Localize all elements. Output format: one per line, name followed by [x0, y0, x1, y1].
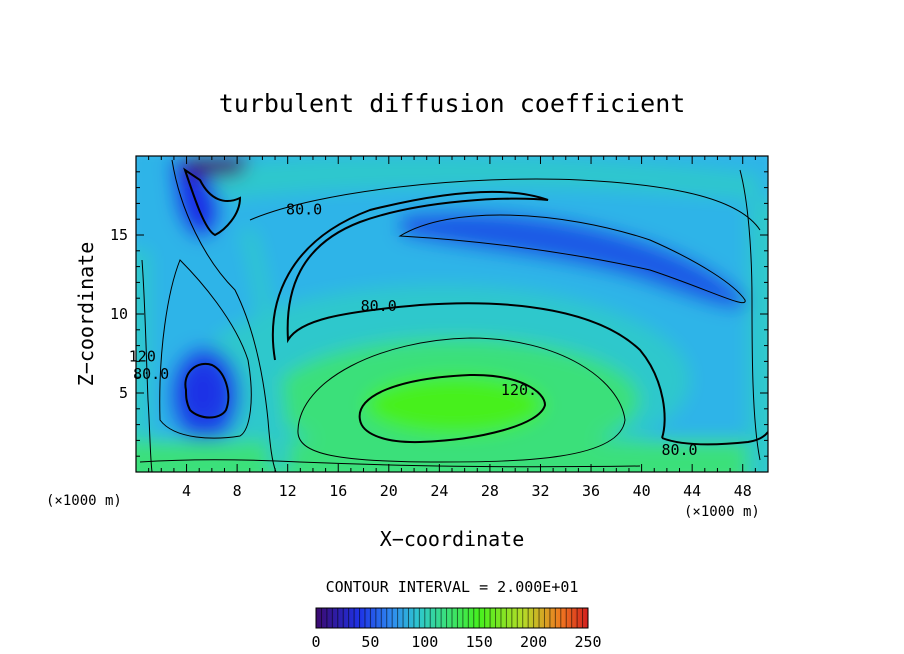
contour-lines: [139, 159, 768, 472]
colorbar-stripes: [320, 608, 584, 628]
y-axis-label: Z−coordinate: [74, 242, 98, 387]
contour-80-lower-right: [661, 431, 768, 446]
colorbar-ticks: 0 50 100 150 200 250: [311, 633, 601, 651]
colorbar-tick-label: 250: [574, 633, 601, 651]
contour-120-center: [358, 373, 547, 444]
x-tick-label: 32: [531, 482, 549, 500]
x-tick-label: 20: [380, 482, 398, 500]
contour-left-band: [171, 159, 277, 472]
y-tick-label: 10: [110, 305, 128, 323]
chart-title: turbulent diffusion coefficient: [219, 89, 686, 118]
contour-bottom: [139, 459, 641, 468]
contour-left-streak: [183, 167, 242, 237]
contour-label: 80.0: [286, 201, 322, 219]
x-axis-unit: (×1000 m): [684, 504, 760, 520]
contour-upper-right-lobe: [398, 214, 746, 304]
x-tick-label: 44: [683, 482, 701, 500]
colorbar-tick-label: 100: [411, 633, 438, 651]
colorbar-tick-label: 0: [311, 633, 320, 651]
contour-label: 120.: [501, 381, 537, 399]
colorbar-tick-label: 200: [520, 633, 547, 651]
contour-label: 120: [129, 348, 156, 366]
colorbar-tick-label: 50: [361, 633, 379, 651]
contour-60-upper: [249, 178, 761, 231]
y-tick-label: 5: [119, 384, 128, 402]
contour-right-edge: [739, 169, 761, 461]
contour-80-main: [271, 190, 666, 439]
colorbar-tick-label: 150: [466, 633, 493, 651]
x-tick-label: 16: [329, 482, 347, 500]
x-tick-label: 24: [430, 482, 448, 500]
y-axis: 5 10 15: [110, 171, 768, 457]
contour-label: 80.0: [361, 297, 397, 315]
x-axis-label: X−coordinate: [380, 527, 525, 551]
contour-100-center: [297, 337, 626, 463]
y-tick-label: 15: [110, 226, 128, 244]
x-tick-label: 12: [279, 482, 297, 500]
x-tick-label: 48: [734, 482, 752, 500]
diffusion-field: [136, 156, 768, 472]
x-tick-label: 8: [233, 482, 242, 500]
x-tick-label: 4: [182, 482, 191, 500]
colorbar: 0 50 100 150 200 250: [311, 607, 602, 651]
contour-left-cell-inner: [184, 362, 230, 419]
contour-left-edge: [141, 259, 153, 472]
contour-left-cell-outer: [159, 259, 252, 439]
contour-label: 80.0: [661, 441, 697, 459]
x-axis: 4 8 12 16 20 24 28 32 36 40 44 48: [148, 156, 756, 500]
x-tick-label: 28: [481, 482, 499, 500]
contour-label: 80.0: [133, 365, 169, 383]
contour-interval-text: CONTOUR INTERVAL = 2.000E+01: [326, 578, 579, 596]
x-tick-label: 36: [582, 482, 600, 500]
x-tick-label: 40: [633, 482, 651, 500]
y-axis-unit: (×1000 m): [46, 493, 122, 509]
